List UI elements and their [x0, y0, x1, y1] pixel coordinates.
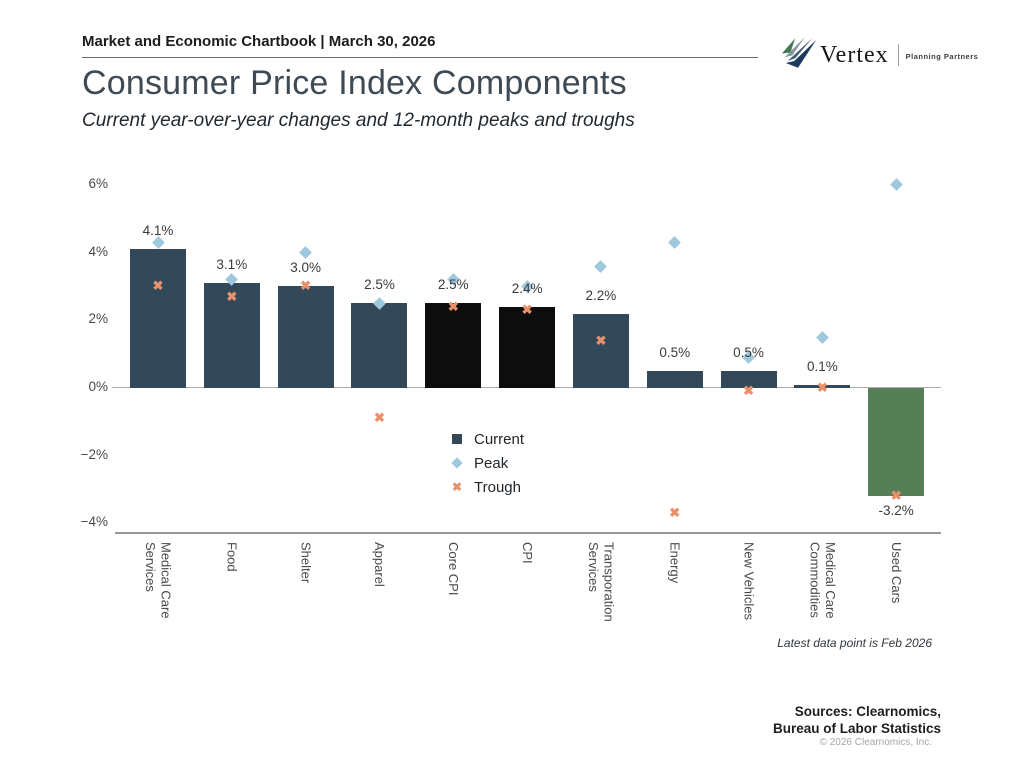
- trough-marker-food: ✖: [226, 288, 238, 304]
- category-label-medical-care-services: Medical Care Services: [143, 542, 174, 619]
- bar-new-vehicles: [720, 371, 777, 388]
- bar-value-label-energy: 0.5%: [659, 345, 691, 361]
- category-label-energy: Energy: [667, 542, 683, 584]
- trough-marker-medical-care-services: ✖: [152, 278, 164, 294]
- legend-square-icon: [452, 434, 470, 444]
- legend-diamond-icon: [451, 457, 470, 469]
- legend-item-trough: ✖ Trough: [452, 475, 524, 499]
- trough-marker-cpi: ✖: [521, 302, 533, 318]
- x-axis-line: [115, 532, 941, 534]
- latest-data-footnote: Latest data point is Feb 2026: [777, 636, 932, 650]
- bar-apparel: [351, 303, 408, 388]
- trough-marker-medical-care-commodities: ✖: [816, 380, 828, 395]
- bar-food: [203, 283, 260, 388]
- sources-line1: Sources: Clearnomics,: [794, 704, 941, 719]
- trough-marker-apparel: ✖: [374, 410, 385, 426]
- page-title: Consumer Price Index Components: [82, 64, 627, 102]
- category-label-new-vehicles: New Vehicles: [741, 542, 757, 621]
- y-tick-label: −4%: [80, 514, 108, 530]
- logo-tagline: Planning Partners: [905, 51, 979, 61]
- legend-label: Trough: [474, 478, 521, 496]
- bar-energy: [646, 371, 703, 388]
- sources-text: Sources: Clearnomics, Bureau of Labor St…: [773, 703, 941, 737]
- trough-marker-new-vehicles: ✖: [743, 383, 754, 399]
- legend-x-icon: ✖: [452, 480, 463, 494]
- bar-value-label-shelter: 3.0%: [290, 260, 322, 276]
- trough-marker-used-cars: ✖: [890, 488, 902, 504]
- bar-value-label-cpi: 2.4%: [511, 280, 543, 296]
- category-label-medical-care-commodities: Medical Care Commodities: [807, 542, 838, 619]
- category-label-core-cpi: Core CPI: [446, 542, 462, 596]
- bar-cpi: [499, 306, 556, 388]
- bar-shelter: [277, 286, 334, 388]
- peak-marker-used-cars: [889, 178, 903, 192]
- bar-value-label-medical-care-commodities: 0.1%: [806, 358, 838, 374]
- y-tick-label: −2%: [80, 446, 108, 462]
- bar-medical-care-commodities: [794, 384, 851, 388]
- chartbook-header: Market and Economic Chartbook | March 30…: [82, 33, 436, 50]
- bar-value-label-medical-care-services: 4.1%: [142, 223, 174, 239]
- trough-marker-core-cpi: ✖: [447, 298, 459, 314]
- category-label-apparel: Apparel: [372, 542, 388, 587]
- vertex-swoosh-icon: [780, 36, 818, 74]
- y-tick-label: 6%: [88, 175, 108, 191]
- bar-value-label-food: 3.1%: [216, 257, 248, 273]
- bar-medical-care-services: [130, 249, 186, 388]
- chart-legend: Current Peak ✖ Trough: [451, 427, 524, 499]
- category-label-cpi: CPI: [519, 542, 535, 564]
- bar-value-label-transporation-services: 2.2%: [585, 287, 617, 303]
- page-subtitle: Current year-over-year changes and 12-mo…: [82, 110, 635, 131]
- legend-label: Current: [474, 430, 525, 448]
- bar-core-cpi: [425, 303, 482, 388]
- vertex-logo: Vertex Planning Partners: [780, 36, 978, 74]
- bar-used-cars: [868, 388, 925, 497]
- y-tick-label: 0%: [88, 379, 108, 394]
- legend-label: Peak: [474, 454, 509, 472]
- logo-divider: [897, 44, 899, 66]
- peak-marker-energy: [668, 236, 682, 249]
- trough-marker-energy: ✖: [669, 505, 681, 521]
- trough-marker-shelter: ✖: [300, 278, 312, 294]
- bar-value-label-used-cars: -3.2%: [878, 503, 914, 519]
- category-label-used-cars: Used Cars: [888, 542, 904, 604]
- category-label-food: Food: [224, 542, 240, 572]
- bar-value-label-new-vehicles: 0.5%: [733, 345, 764, 361]
- bar-transporation-services: [572, 313, 629, 388]
- trough-marker-transporation-services: ✖: [595, 332, 607, 348]
- copyright-text: © 2026 Clearnomics, Inc.: [819, 737, 932, 748]
- header-divider: [82, 57, 758, 58]
- legend-item-current: Current: [452, 427, 524, 451]
- peak-marker-medical-care-commodities: [816, 330, 829, 344]
- y-tick-label: 4%: [88, 243, 108, 259]
- peak-marker-transporation-services: [594, 259, 608, 273]
- peak-marker-shelter: [299, 246, 312, 259]
- logo-wordmark: Vertex: [820, 41, 889, 68]
- category-label-transporation-services: Transporation Services: [585, 542, 617, 622]
- bar-value-label-apparel: 2.5%: [364, 277, 395, 293]
- bar-value-label-core-cpi: 2.5%: [437, 277, 469, 293]
- legend-item-peak: Peak: [451, 451, 524, 475]
- y-tick-label: 2%: [88, 311, 108, 327]
- sources-line2: Bureau of Labor Statistics: [772, 721, 941, 736]
- category-label-shelter: Shelter: [298, 542, 314, 584]
